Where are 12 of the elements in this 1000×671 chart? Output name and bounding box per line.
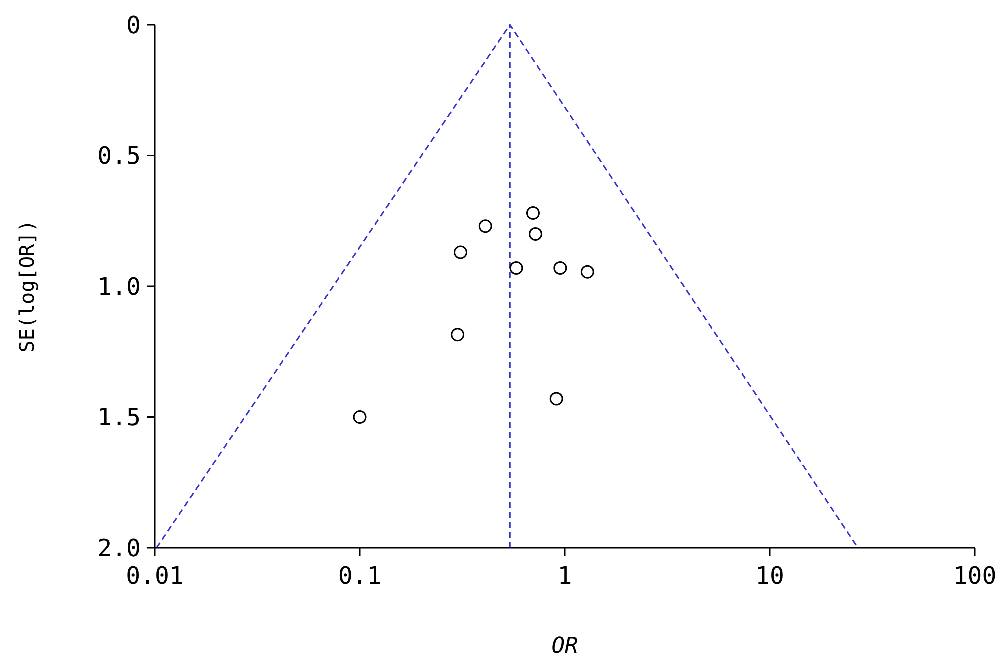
y-axis-title: SE(log[OR]) — [15, 220, 39, 353]
x-tick-label: 10 — [756, 562, 784, 590]
x-axis-title: OR — [552, 634, 578, 659]
y-tick-label: 0.5 — [98, 142, 141, 170]
x-tick-label: 100 — [953, 562, 997, 590]
y-tick-label: 1.0 — [98, 272, 141, 301]
y-tick-label: 0 — [126, 11, 141, 40]
x-tick-label: 0.01 — [126, 562, 184, 590]
x-tick-label: 0.1 — [338, 562, 382, 590]
y-tick-label: 1.5 — [98, 404, 141, 432]
y-tick-label: 2.0 — [98, 534, 141, 562]
x-tick-label: 1 — [558, 562, 572, 590]
